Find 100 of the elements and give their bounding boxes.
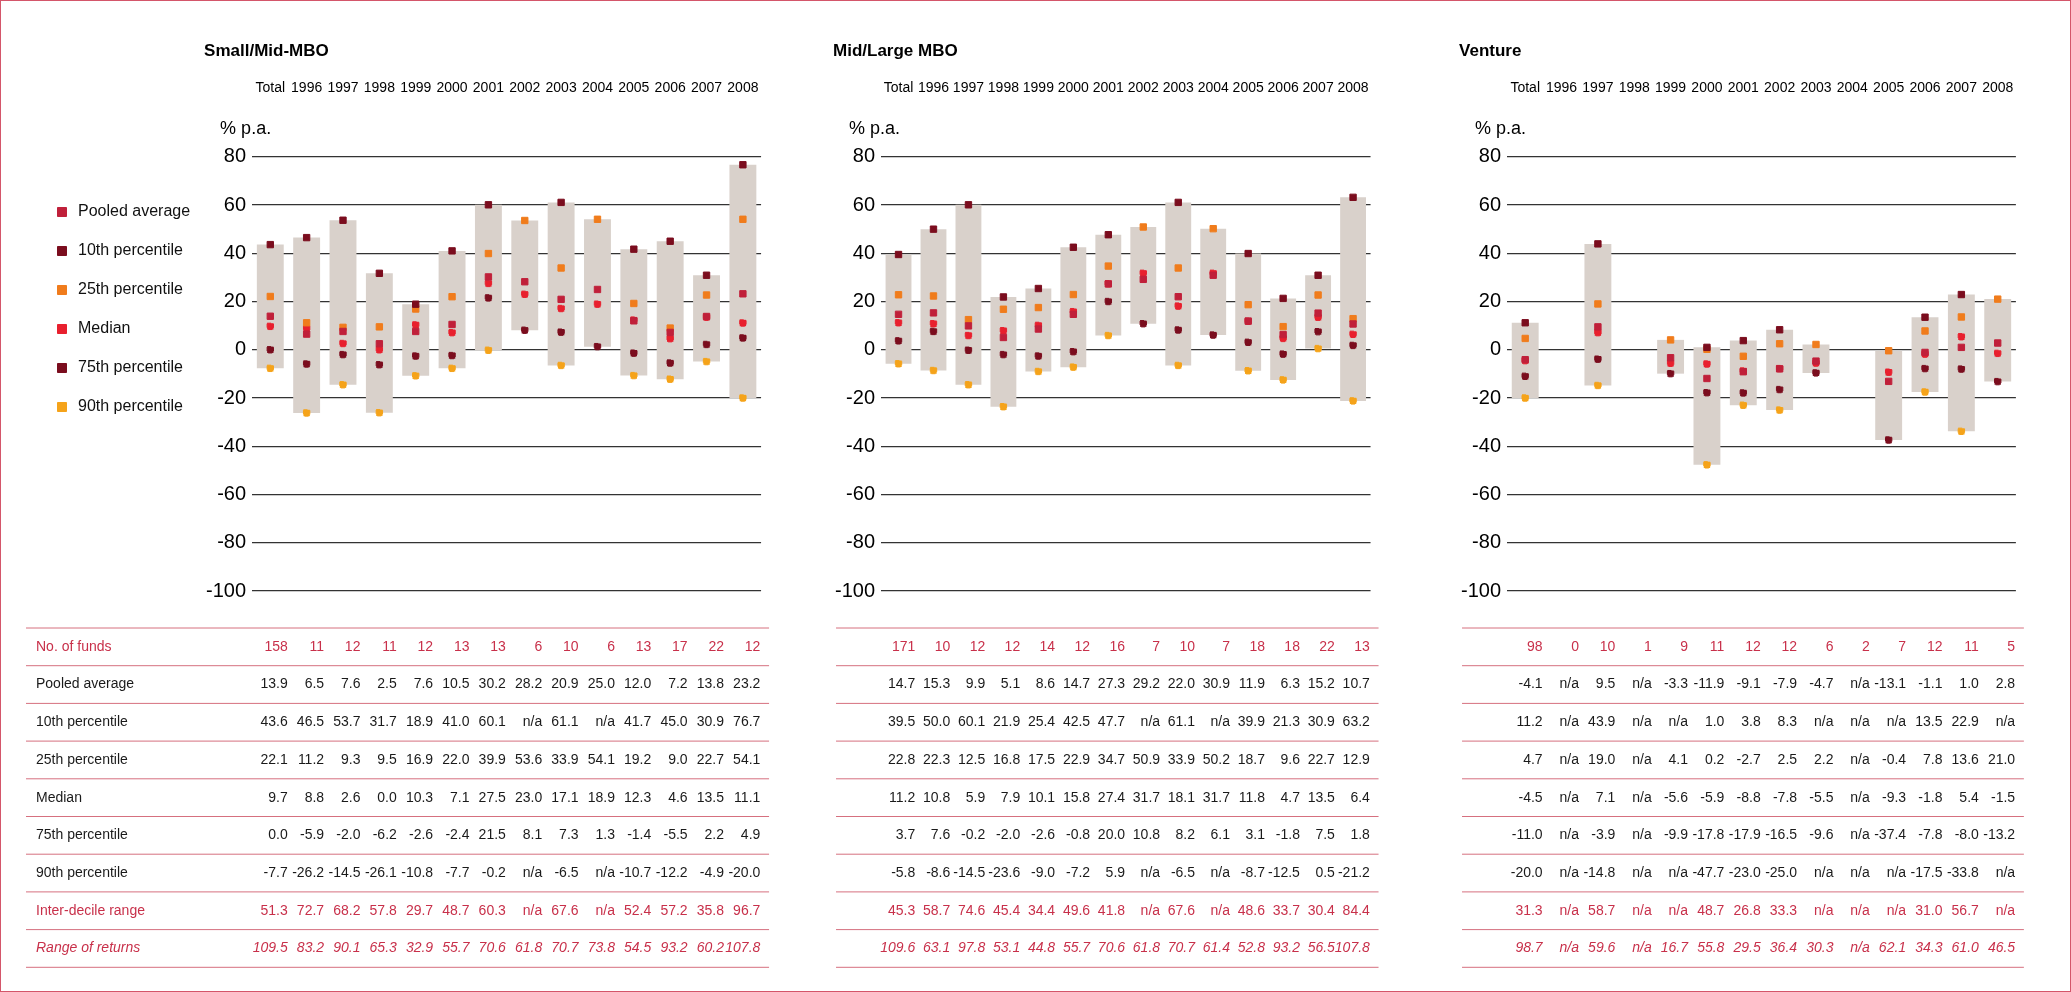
data-label: 7.6: [340, 675, 361, 692]
data-label: -33.8: [1946, 863, 1980, 880]
data-label: 31.7: [1132, 788, 1161, 805]
data-label: -7.9: [1772, 675, 1798, 692]
text: n/a: [1632, 750, 1652, 767]
data-label: -7.8: [1772, 788, 1798, 805]
data-label: 5.1: [1000, 675, 1021, 692]
text: 9: [1680, 637, 1689, 654]
legend-label: No. of funds: [36, 637, 112, 654]
data-label: 61.1: [1167, 713, 1196, 730]
text: 31.3: [1515, 901, 1543, 918]
text: n/a: [1632, 901, 1652, 918]
text: 158: [264, 637, 288, 654]
data-label: 33.9: [551, 750, 579, 767]
text: 1: [1643, 637, 1652, 654]
data-label: 2.2: [704, 826, 725, 843]
text: n/a: [522, 713, 543, 730]
data-label: -4.1: [1518, 675, 1543, 692]
text: 44.8: [1027, 939, 1056, 956]
text: 12: [1781, 637, 1798, 654]
text: n/a: [1210, 901, 1230, 918]
data-label: 30.9: [1307, 713, 1336, 730]
text: 6: [1825, 637, 1834, 654]
y-tick-label: 20: [852, 289, 876, 312]
y-tick-label: 0: [234, 337, 247, 360]
text: 73.8: [587, 939, 615, 956]
x-tick-label: 2005: [1873, 79, 1905, 96]
y-tick-label: 60: [223, 192, 247, 215]
data-label: 30.9: [1202, 675, 1231, 692]
data-label: -5.9: [299, 826, 325, 843]
data-label: 8.8: [304, 788, 325, 805]
data-label: 3.1: [1245, 826, 1266, 843]
x-tick-label: 1999: [400, 79, 432, 96]
x-tick-label: 1996: [291, 79, 323, 96]
x-tick-label: 1998: [1618, 79, 1651, 96]
y-axis-title: % p.a.: [1475, 117, 1527, 138]
data-label: 60.1: [478, 713, 507, 730]
data-label: 13.9: [260, 675, 288, 692]
text: n/a: [1559, 901, 1579, 918]
data-label: 10.1: [1027, 788, 1056, 805]
text: 25th percentile: [36, 750, 128, 767]
data-label: 1.0: [1959, 675, 1980, 692]
data-label: 23.2: [733, 675, 761, 692]
data-label: 29.2: [1132, 675, 1161, 692]
data-label: 27.4: [1097, 788, 1126, 805]
y-tick-label: -40: [1472, 433, 1502, 456]
data-label: -25.0: [1765, 863, 1798, 880]
legend-label: 90th percentile: [78, 397, 184, 415]
data-label: 2.5: [377, 675, 398, 692]
text: 48.7: [1697, 901, 1725, 918]
data-label: -6.5: [554, 863, 579, 880]
data-label: 11.8: [1238, 788, 1266, 805]
text: 14: [1039, 637, 1056, 654]
data-label: -4.7: [1809, 675, 1834, 692]
data-label: 9.0: [668, 750, 688, 767]
data-label: 12.5: [957, 750, 986, 767]
text: n/a: [1632, 675, 1652, 692]
text: 33.3: [1769, 901, 1798, 918]
text: 61.8: [514, 939, 543, 956]
data-label: 7.3: [559, 826, 579, 843]
y-tick-label: 80: [223, 144, 247, 167]
text: 54.5: [624, 939, 652, 956]
data-label: 50.2: [1202, 750, 1231, 767]
text: n/a: [1559, 863, 1579, 880]
text: 93.2: [1272, 939, 1300, 956]
data-label: 43.6: [260, 713, 288, 730]
text: 62.1: [1878, 939, 1907, 956]
x-tick-label: 1997: [952, 79, 985, 96]
text: 52.8: [1237, 939, 1265, 956]
text: 26.8: [1733, 901, 1761, 918]
text: 35.8: [696, 901, 724, 918]
y-tick-label: 0: [863, 337, 876, 360]
x-tick-label: 2005: [618, 79, 650, 96]
text: n/a: [1559, 750, 1579, 767]
data-label: -17.9: [1728, 826, 1761, 843]
data-label: -13.1: [1874, 675, 1907, 692]
data-label: -17.8: [1692, 826, 1725, 843]
text: n/a: [1995, 901, 2016, 918]
data-label: 13.6: [1951, 750, 1980, 767]
text: 96.7: [733, 901, 761, 918]
data-label: -0.2: [961, 826, 986, 843]
x-tick-label: 1997: [327, 79, 359, 96]
data-label: 53.6: [514, 750, 543, 767]
text: 34.4: [1027, 901, 1056, 918]
data-label: 14.7: [1062, 675, 1091, 692]
text: 55.7: [1062, 939, 1091, 956]
data-label: -0.2: [481, 863, 507, 880]
data-label: -5.8: [891, 863, 916, 880]
data-label: 76.7: [733, 713, 761, 730]
text: 57.8: [369, 901, 397, 918]
x-tick-label: Total: [1510, 79, 1540, 96]
data-label: 45.0: [660, 713, 688, 730]
x-tick-label: 1998: [363, 79, 396, 96]
text: n/a: [1668, 713, 1689, 730]
data-label: 31.7: [1202, 788, 1231, 805]
text: 10th percentile: [36, 713, 128, 730]
data-label: -2.0: [996, 826, 1021, 843]
text: 55.7: [442, 939, 470, 956]
text: 58.7: [923, 901, 951, 918]
data-label: 23.0: [514, 788, 543, 805]
